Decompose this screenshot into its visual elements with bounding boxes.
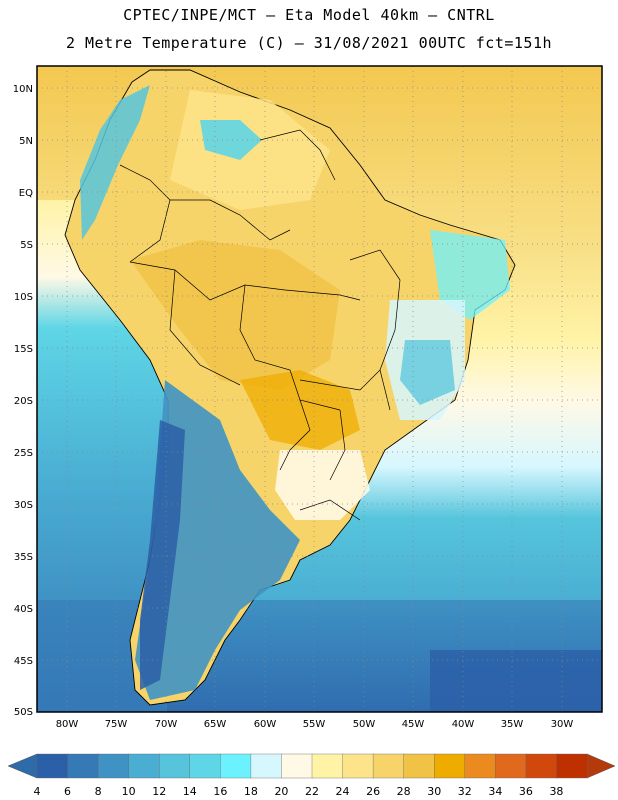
colorbar-swatch xyxy=(97,753,130,779)
lat-label: 20S xyxy=(14,396,33,407)
colorbar-swatch xyxy=(403,753,435,779)
lon-label: 75W xyxy=(105,719,128,730)
chart-title-line2: 2 Metre Temperature (C) – 31/08/2021 00U… xyxy=(65,34,553,52)
lat-label: 15S xyxy=(14,344,33,355)
colorbar-swatch xyxy=(556,753,588,779)
colorbar-label: 26 xyxy=(366,785,380,798)
colorbar-label: 32 xyxy=(458,785,472,798)
lat-label: 45S xyxy=(14,656,33,667)
lon-label: 70W xyxy=(155,719,178,730)
northeast-cool-zone xyxy=(430,230,510,320)
lon-label: 55W xyxy=(303,719,326,730)
lon-label: 50W xyxy=(353,719,376,730)
lat-label: 5N xyxy=(19,136,33,147)
colorbar-swatch xyxy=(159,753,191,779)
colorbar: 4 6 8 10 12 14 16 18 20 22 24 26 28 30 32 34 36 38 xyxy=(7,753,616,798)
colorbar-swatch xyxy=(311,753,344,779)
colorbar-swatch xyxy=(495,753,527,779)
map-frame xyxy=(36,65,603,713)
colorbar-label: 8 xyxy=(95,785,102,798)
lat-label: 10S xyxy=(14,292,33,303)
lon-label: 60W xyxy=(254,719,277,730)
colorbar-right-arrow xyxy=(586,753,616,779)
colorbar-label: 36 xyxy=(519,785,533,798)
colorbar-swatch xyxy=(342,753,374,779)
lat-label: 40S xyxy=(14,604,33,615)
longitude-axis: 80W 75W 70W 65W 60W 55W 50W 45W 40W 35W … xyxy=(56,719,574,730)
lat-label: EQ xyxy=(19,188,33,199)
chart-title-line1: CPTEC/INPE/MCT – Eta Model 40km – CNTRL xyxy=(123,6,495,24)
andes-cold-strip xyxy=(80,85,150,240)
colorbar-label: 22 xyxy=(305,785,319,798)
cold-ocean-patch xyxy=(430,650,602,712)
colorbar-swatch xyxy=(250,753,283,779)
latitude-axis: 10N 5N EQ 5S 10S 15S 20S 25S 30S 35S 40S… xyxy=(13,84,33,718)
colorbar-swatch xyxy=(189,753,222,779)
temperature-field xyxy=(37,66,602,712)
colorbar-label: 12 xyxy=(152,785,166,798)
lon-label: 65W xyxy=(204,719,227,730)
lat-label: 5S xyxy=(20,240,33,251)
colorbar-label: 38 xyxy=(549,785,563,798)
colorbar-swatch xyxy=(220,753,252,779)
colorbar-label: 34 xyxy=(488,785,502,798)
colorbar-swatch xyxy=(67,753,99,779)
colorbar-swatch xyxy=(372,753,405,779)
colorbar-swatch xyxy=(434,753,466,779)
lon-label: 45W xyxy=(402,719,425,730)
colorbar-label: 4 xyxy=(34,785,41,798)
central-hot-zone xyxy=(240,370,360,450)
colorbar-label: 14 xyxy=(183,785,197,798)
lat-label: 35S xyxy=(14,552,33,563)
lon-label: 35W xyxy=(501,719,524,730)
colorbar-label: 16 xyxy=(213,785,227,798)
lon-label: 80W xyxy=(56,719,79,730)
colorbar-swatch xyxy=(281,753,313,779)
colorbar-swatch xyxy=(525,753,558,779)
lat-label: 30S xyxy=(14,500,33,511)
lat-label: 10N xyxy=(13,84,33,95)
colorbar-swatch xyxy=(128,753,160,779)
southeast-cold-core xyxy=(400,340,455,405)
lon-label: 30W xyxy=(551,719,574,730)
lat-label: 50S xyxy=(14,707,33,718)
colorbar-label: 28 xyxy=(397,785,411,798)
amazon-warm-zone xyxy=(130,240,340,390)
country-borders xyxy=(119,129,401,521)
andes-south-coldest xyxy=(140,420,185,690)
colorbar-label: 30 xyxy=(427,785,441,798)
lon-label: 40W xyxy=(452,719,475,730)
colorbar-label: 24 xyxy=(336,785,350,798)
colorbar-label: 20 xyxy=(274,785,288,798)
lat-label: 25S xyxy=(14,448,33,459)
colorbar-label: 6 xyxy=(64,785,71,798)
colorbar-left-arrow xyxy=(7,753,38,779)
colorbar-swatch xyxy=(464,753,497,779)
colorbar-label: 18 xyxy=(244,785,258,798)
south-mild-zone xyxy=(275,450,370,520)
guiana-cool-patch xyxy=(200,120,262,160)
colorbar-swatch xyxy=(36,753,69,779)
graticule xyxy=(37,66,602,712)
colorbar-label: 10 xyxy=(122,785,136,798)
